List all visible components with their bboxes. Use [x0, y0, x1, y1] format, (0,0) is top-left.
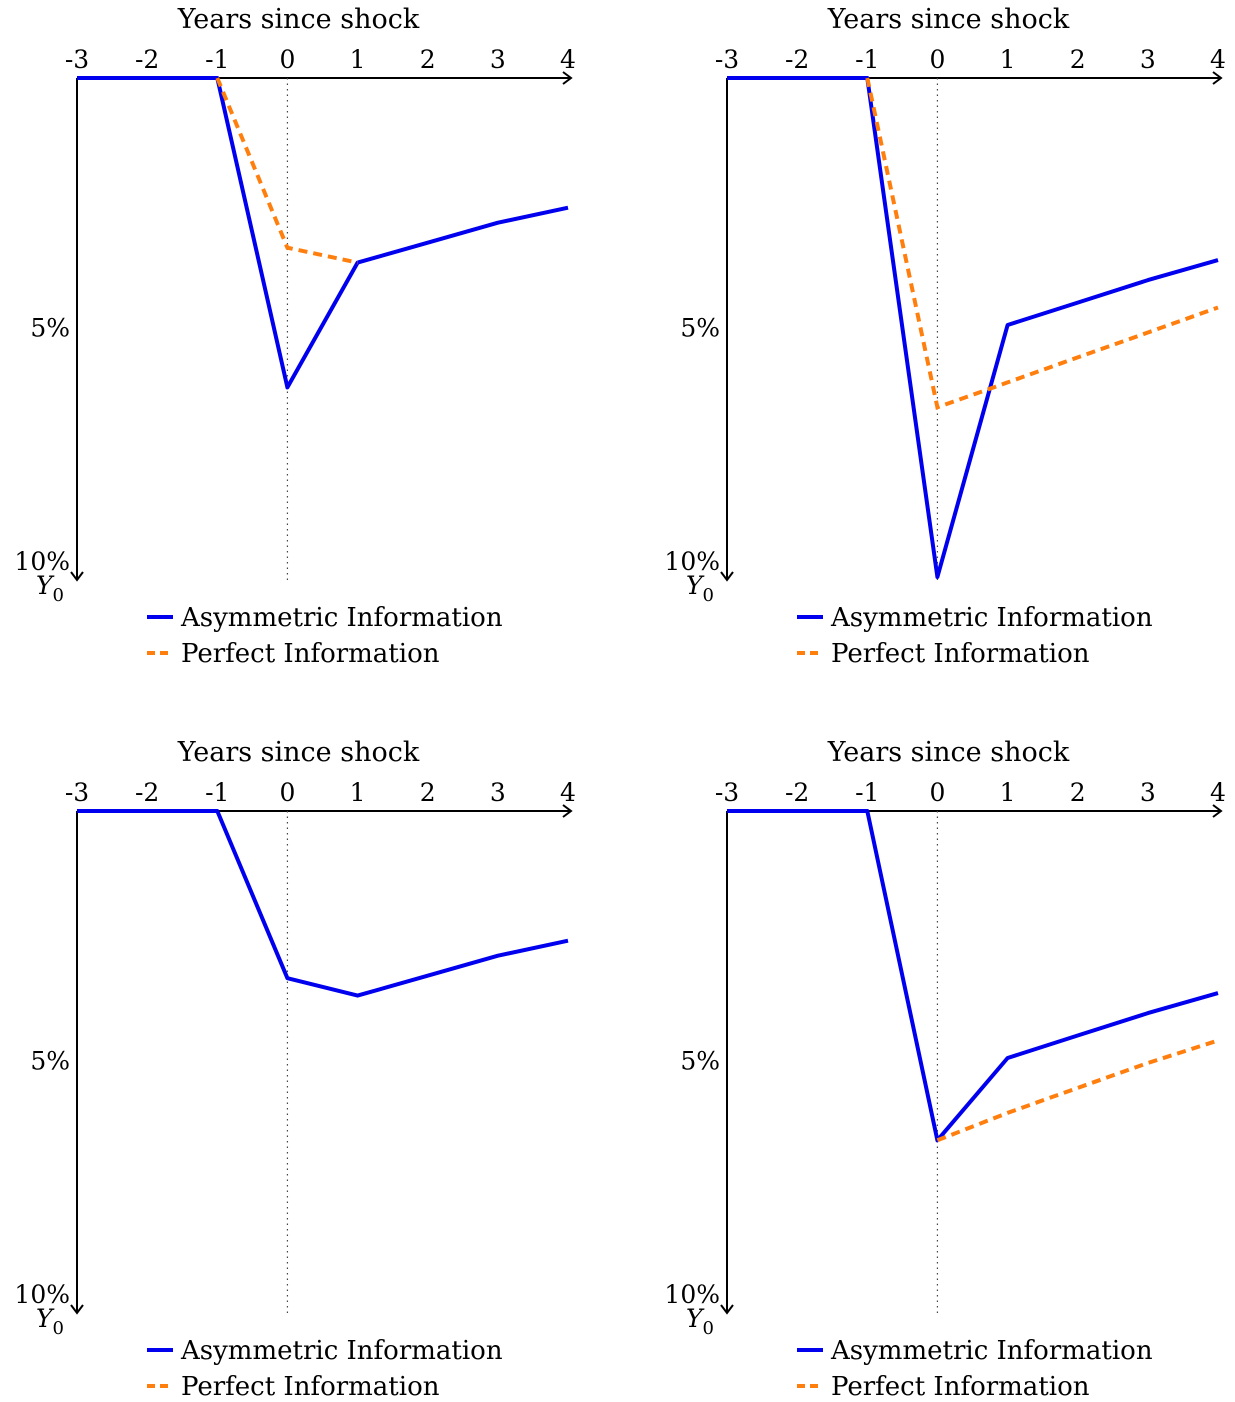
x-tick-label: 1	[1000, 45, 1016, 74]
x-axis-label: Years since shock	[177, 4, 420, 35]
y-axis-arrow	[70, 1304, 84, 1315]
perfect-information-line	[865, 77, 1219, 410]
legend: Asymmetric Information Perfect Informatio…	[797, 1336, 1153, 1402]
legend-label: Asymmetric Information	[180, 603, 503, 633]
y-axis-origin-label: Y0	[36, 571, 64, 606]
x-axis-arrow	[1212, 71, 1223, 85]
y-axis-origin-label: Y0	[36, 1304, 64, 1339]
x-tick-label: 3	[1140, 778, 1156, 807]
x-tick-label: 4	[1210, 778, 1226, 807]
y-tick-label: 5%	[680, 314, 720, 343]
x-tick-label: 2	[1070, 778, 1086, 807]
legend-label: Asymmetric Information	[830, 603, 1153, 633]
y-axis-arrow	[720, 571, 734, 582]
x-tick-label: 0	[929, 778, 945, 807]
perfect-information-line	[215, 77, 359, 265]
legend-label: Perfect Information	[831, 639, 1090, 669]
y-tick-label: 10%	[664, 547, 720, 576]
legend-label: Perfect Information	[181, 639, 440, 669]
x-tick-label: 0	[279, 45, 295, 74]
y-tick-label: 5%	[30, 314, 70, 343]
x-tick-label: 2	[420, 45, 436, 74]
chart-panel-3: Years since shock -3 -2 -1 0 1 2 3 4 5% 10%Y0 Asymm…	[14, 737, 576, 1402]
x-tick-label: -3	[65, 45, 89, 74]
x-tick-label: 3	[490, 45, 506, 74]
y-tick-label: 10%	[14, 547, 70, 576]
legend: Asymmetric Information Perfect Informatio…	[797, 603, 1153, 669]
x-tick-label: 3	[1140, 45, 1156, 74]
x-axis-arrow	[562, 71, 573, 85]
asymmetric-information-line	[77, 76, 569, 390]
x-tick-label: -3	[715, 45, 739, 74]
x-tick-label: 0	[279, 778, 295, 807]
y-axis-arrow	[720, 1304, 734, 1315]
asymmetric-information-line	[727, 76, 1219, 579]
legend: Asymmetric Information Perfect Informatio…	[147, 1336, 503, 1402]
x-tick-label: -3	[715, 778, 739, 807]
x-tick-label: 2	[1070, 45, 1086, 74]
y-tick-label: 10%	[14, 1280, 70, 1309]
x-axis-label: Years since shock	[827, 737, 1070, 768]
x-tick-label: -1	[855, 45, 879, 74]
x-tick-label: 1	[350, 778, 366, 807]
chart-panel-2: Years since shock -3 -2 -1 0 1 2 3 4 5% 10%Y0 Asymm…	[664, 4, 1226, 669]
y-tick-label: 5%	[680, 1047, 720, 1076]
y-axis-origin-label: Y0	[686, 1304, 714, 1339]
x-tick-label: 0	[929, 45, 945, 74]
x-tick-label: 3	[490, 778, 506, 807]
x-tick-label: -1	[205, 45, 229, 74]
asymmetric-information-line	[77, 809, 569, 998]
x-tick-label: 4	[1210, 45, 1226, 74]
x-tick-label: -2	[135, 778, 159, 807]
perfect-information-line	[936, 1038, 1219, 1143]
legend-label: Perfect Information	[831, 1372, 1090, 1402]
legend: Asymmetric Information Perfect Informatio…	[147, 603, 503, 669]
x-tick-label: -1	[855, 778, 879, 807]
x-tick-label: -2	[785, 45, 809, 74]
chart-panel-1: Years since shock -3 -2 -1 0 1 2 3 4 5% 10%Y0 Asymm…	[14, 4, 576, 669]
x-tick-label: -2	[135, 45, 159, 74]
x-tick-label: -1	[205, 778, 229, 807]
chart-panel-4: Years since shock -3 -2 -1 0 1 2 3 4 5% 10%Y0 Asymm…	[664, 737, 1226, 1402]
x-axis-label: Years since shock	[827, 4, 1070, 35]
legend-label: Asymmetric Information	[180, 1336, 503, 1366]
x-tick-label: 4	[560, 778, 576, 807]
y-axis-arrow	[70, 571, 84, 582]
x-axis-arrow	[1212, 804, 1223, 818]
asymmetric-information-line	[727, 809, 1219, 1143]
y-axis-origin-label: Y0	[686, 571, 714, 606]
x-tick-label: -2	[785, 778, 809, 807]
x-tick-label: -3	[65, 778, 89, 807]
x-axis-arrow	[562, 804, 573, 818]
x-tick-label: 1	[1000, 778, 1016, 807]
y-tick-label: 5%	[30, 1047, 70, 1076]
legend-label: Perfect Information	[181, 1372, 440, 1402]
y-tick-label: 10%	[664, 1280, 720, 1309]
x-tick-label: 2	[420, 778, 436, 807]
x-tick-label: 1	[350, 45, 366, 74]
legend-label: Asymmetric Information	[830, 1336, 1153, 1366]
x-tick-label: 4	[560, 45, 576, 74]
x-axis-label: Years since shock	[177, 737, 420, 768]
